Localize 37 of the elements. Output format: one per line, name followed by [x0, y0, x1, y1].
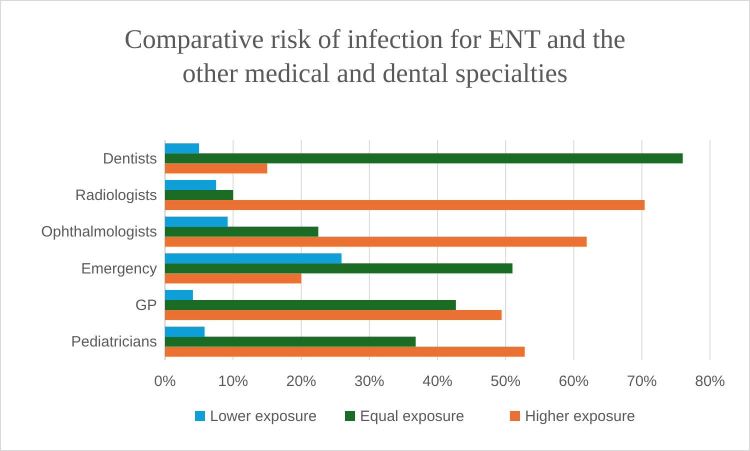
y-tick-label: Emergency — [81, 260, 158, 278]
bar — [165, 253, 342, 264]
bar — [165, 216, 228, 227]
x-tick-label: 20% — [286, 373, 316, 390]
x-tick-label: 30% — [354, 373, 384, 390]
x-tick-label: 60% — [558, 373, 589, 390]
bar — [165, 346, 525, 357]
bar — [165, 326, 205, 337]
bar — [165, 226, 318, 237]
bar — [165, 310, 502, 320]
legend-label: Higher exposure — [525, 408, 636, 425]
x-tick-label: 50% — [490, 373, 521, 390]
x-tick-label: 40% — [422, 373, 453, 390]
x-tick-label: 10% — [218, 373, 248, 390]
x-tick-label: 80% — [694, 373, 726, 390]
bar — [165, 163, 268, 174]
bar — [165, 143, 200, 154]
y-tick-label: Radiologists — [75, 187, 157, 204]
legend-label: Equal exposure — [360, 408, 464, 425]
bar — [165, 300, 456, 310]
bar — [165, 336, 416, 347]
bar — [165, 153, 683, 164]
chart-title: Comparative risk of infection for ENT and the other medical and dental specialties — [124, 24, 626, 88]
y-tick-label: Ophthalmologists — [41, 224, 157, 241]
legend-label: Lower exposure — [210, 408, 317, 425]
bar — [165, 273, 302, 284]
bar — [165, 190, 234, 200]
bar — [165, 263, 512, 274]
y-tick-label: Dentists — [102, 150, 157, 168]
bar — [165, 180, 216, 190]
bar — [165, 236, 587, 247]
y-tick-label: GP — [135, 297, 157, 314]
bar — [165, 290, 193, 300]
x-tick-label: 70% — [626, 373, 657, 390]
bar — [165, 200, 645, 210]
x-tick-label: 0% — [154, 373, 176, 390]
y-tick-label: Pediatricians — [71, 334, 157, 351]
